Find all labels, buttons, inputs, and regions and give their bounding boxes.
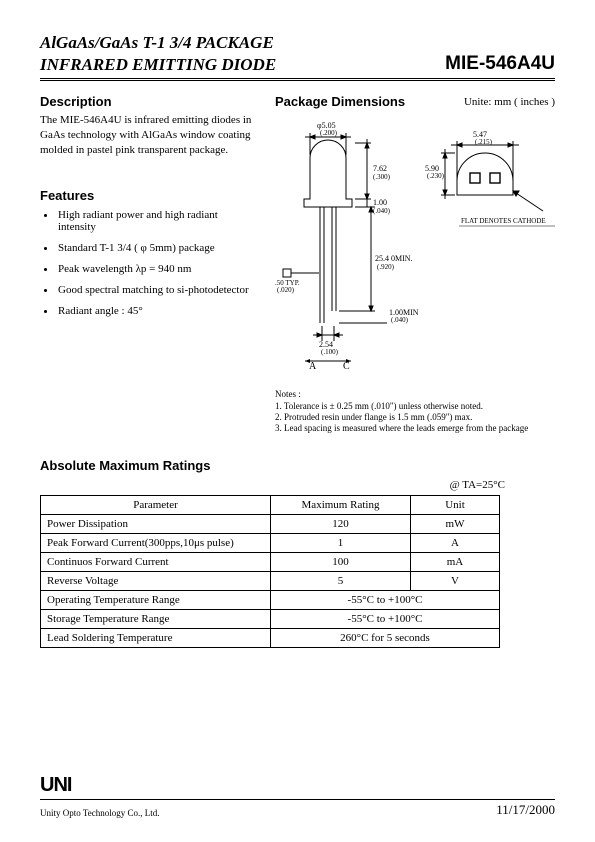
header-line1: AlGaAs/GaAs T-1 3/4 PACKAGE [40, 32, 555, 53]
left-column: Description The MIE-546A4U is infrared e… [40, 94, 257, 434]
company-name: Unity Opto Technology Co., Ltd. [40, 808, 159, 818]
svg-text:A: A [309, 361, 317, 372]
notes-label: Notes : [275, 389, 555, 400]
table-row: Continuos Forward Current100mA [41, 553, 500, 572]
description-heading: Description [40, 94, 257, 109]
units-label: Unite: mm ( inches ) [464, 96, 555, 108]
ratings-table: Parameter Maximum Rating Unit Power Diss… [40, 495, 500, 648]
svg-text:(.920): (.920) [377, 263, 395, 271]
footer: UNI Unity Opto Technology Co., Ltd. 11/1… [40, 774, 555, 818]
svg-text:7.62: 7.62 [373, 164, 387, 173]
table-row: Storage Temperature Range-55°C to +100°C [41, 610, 500, 629]
header-rule [40, 78, 555, 82]
feature-item: High radiant power and high radiant inte… [50, 209, 257, 233]
package-notes: Notes : 1. Tolerance is ± 0.25 mm (.010"… [275, 389, 555, 434]
package-drawing: φ5.05 (.200) 7.62 (.300) 1.00 (.040) 25.… [275, 113, 555, 383]
svg-text:(.200): (.200) [320, 129, 338, 137]
svg-text:(.230): (.230) [427, 172, 445, 180]
svg-text:FLAT DENOTES CATHODE: FLAT DENOTES CATHODE [461, 217, 546, 225]
svg-text:(.020): (.020) [277, 286, 295, 294]
table-row: Operating Temperature Range-55°C to +100… [41, 591, 500, 610]
note-item: 3. Lead spacing is measured where the le… [275, 423, 555, 434]
table-header-row: Parameter Maximum Rating Unit [41, 496, 500, 515]
logo: UNI [40, 774, 71, 797]
feature-item: Peak wavelength λp = 940 nm [50, 263, 257, 275]
content-columns: Description The MIE-546A4U is infrared e… [40, 94, 555, 434]
table-row: Lead Soldering Temperature260°C for 5 se… [41, 629, 500, 648]
features-heading: Features [40, 188, 257, 203]
table-row: Power Dissipation120mW [41, 515, 500, 534]
svg-text:(.100): (.100) [321, 348, 339, 356]
table-row: Peak Forward Current(300pps,10μs pulse)1… [41, 534, 500, 553]
svg-text:(.300): (.300) [373, 173, 391, 181]
footer-left: UNI [40, 774, 71, 797]
svg-text:25.4 0MIN.: 25.4 0MIN. [375, 254, 413, 263]
ratings-heading: Absolute Maximum Ratings [40, 458, 555, 473]
table-row: Reverse Voltage5V [41, 572, 500, 591]
header-line2: INFRARED EMITTING DIODE [40, 54, 276, 75]
note-item: 2. Protruded resin under flange is 1.5 m… [275, 412, 555, 423]
feature-item: Radiant angle : 45° [50, 305, 257, 317]
header: AlGaAs/GaAs T-1 3/4 PACKAGE INFRARED EMI… [40, 32, 555, 82]
svg-text:(.040): (.040) [373, 207, 391, 215]
features-list: High radiant power and high radiant inte… [40, 209, 257, 317]
ratings-condition: @ TA=25°C [40, 479, 555, 491]
svg-text:(.215): (.215) [475, 138, 493, 146]
note-item: 1. Tolerance is ± 0.25 mm (.010") unless… [275, 401, 555, 412]
description-text: The MIE-546A4U is infrared emitting diod… [40, 113, 257, 158]
feature-item: Good spectral matching to si-photodetect… [50, 284, 257, 296]
svg-text:(.040): (.040) [391, 316, 409, 324]
right-column: Package Dimensions Unite: mm ( inches ) [275, 94, 555, 434]
svg-text:1.00: 1.00 [373, 198, 387, 207]
footer-rule [40, 799, 555, 800]
col-parameter: Parameter [41, 496, 271, 515]
col-unit: Unit [411, 496, 500, 515]
part-number: MIE-546A4U [445, 53, 555, 75]
ratings-section: Absolute Maximum Ratings @ TA=25°C Param… [40, 458, 555, 648]
feature-item: Standard T-1 3/4 ( φ 5mm) package [50, 242, 257, 254]
footer-date: 11/17/2000 [496, 802, 555, 818]
col-max: Maximum Rating [271, 496, 411, 515]
